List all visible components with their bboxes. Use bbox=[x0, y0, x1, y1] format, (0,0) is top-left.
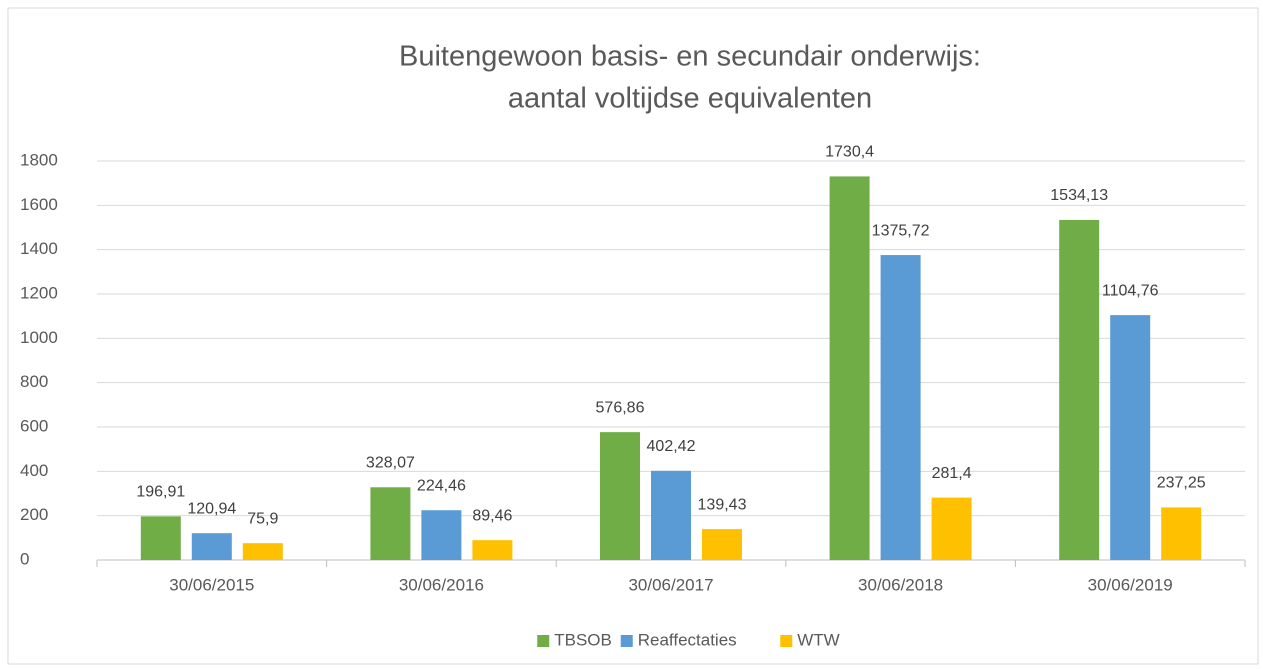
x-tick-label: 30/06/2015 bbox=[169, 575, 254, 594]
y-tick-label: 1000 bbox=[20, 328, 58, 347]
bar bbox=[472, 540, 513, 560]
y-tick-label: 600 bbox=[20, 416, 48, 435]
value-label: 1104,76 bbox=[1102, 282, 1159, 299]
x-tick-label: 30/06/2019 bbox=[1088, 575, 1173, 594]
y-tick-label: 1800 bbox=[20, 150, 58, 169]
legend-label: TBSOB bbox=[554, 630, 612, 649]
legend-swatch bbox=[620, 635, 633, 647]
value-label: 139,43 bbox=[698, 496, 747, 513]
value-label: 237,25 bbox=[1157, 475, 1206, 492]
bar bbox=[702, 529, 742, 560]
bar bbox=[931, 497, 972, 560]
bar bbox=[651, 470, 691, 560]
value-label: 75,9 bbox=[247, 510, 278, 527]
value-label: 196,91 bbox=[136, 484, 185, 501]
y-tick-label: 400 bbox=[20, 461, 48, 480]
chart-title: aantal voltijdse equivalenten bbox=[508, 83, 872, 115]
bar bbox=[880, 255, 921, 560]
bar bbox=[191, 533, 232, 560]
x-tick-label: 30/06/2018 bbox=[858, 575, 943, 594]
bar bbox=[140, 516, 181, 560]
value-label: 576,86 bbox=[596, 399, 645, 416]
legend-label: WTW bbox=[797, 630, 839, 649]
legend-swatch bbox=[780, 635, 793, 647]
bar bbox=[1110, 315, 1151, 560]
value-label: 1534,13 bbox=[1050, 187, 1108, 204]
x-tick-label: 30/06/2016 bbox=[399, 575, 484, 594]
value-label: 224,46 bbox=[417, 477, 466, 494]
bar bbox=[1059, 219, 1100, 560]
legend-label: Reaffectaties bbox=[638, 630, 737, 649]
value-label: 1730,4 bbox=[825, 144, 874, 161]
value-label: 328,07 bbox=[366, 454, 415, 471]
y-tick-label: 200 bbox=[20, 505, 48, 524]
value-label: 120,94 bbox=[187, 500, 236, 517]
value-label: 1375,72 bbox=[872, 222, 930, 239]
bar bbox=[829, 176, 870, 561]
y-tick-label: 0 bbox=[20, 549, 29, 568]
bar bbox=[421, 510, 462, 560]
chart-title: Buitengewoon basis- en secundair onderwi… bbox=[399, 41, 981, 73]
value-label: 89,46 bbox=[472, 507, 512, 524]
value-label: 402,42 bbox=[647, 438, 696, 455]
y-tick-label: 1400 bbox=[20, 239, 58, 258]
y-tick-label: 1200 bbox=[20, 283, 58, 302]
y-tick-label: 1600 bbox=[20, 195, 58, 214]
value-label: 281,4 bbox=[932, 465, 972, 482]
bar bbox=[1161, 507, 1202, 560]
x-tick-label: 30/06/2017 bbox=[628, 575, 713, 594]
legend-swatch bbox=[537, 635, 550, 647]
bar bbox=[600, 432, 640, 560]
bar bbox=[242, 543, 283, 560]
y-tick-label: 800 bbox=[20, 372, 48, 391]
bar bbox=[370, 487, 411, 560]
